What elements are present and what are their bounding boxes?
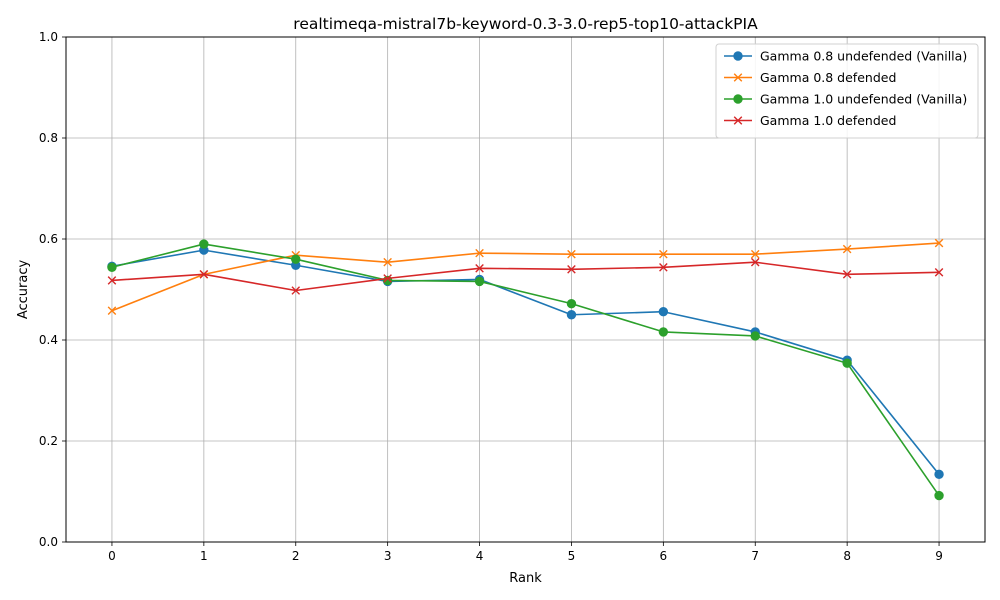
legend-label: Gamma 1.0 defended (760, 113, 896, 128)
data-point (934, 268, 944, 277)
data-point (658, 327, 669, 337)
data-point (383, 274, 392, 283)
y-tick-label: 0.2 (39, 434, 58, 448)
data-point (842, 270, 852, 279)
data-point (659, 262, 668, 272)
data-point (107, 262, 117, 272)
legend-label: Gamma 0.8 defended (760, 70, 896, 85)
series-4 (107, 257, 944, 295)
plot-frame (65, 36, 986, 543)
data-point (474, 276, 485, 287)
legend-box (715, 43, 979, 139)
x-tick-label: 0 (108, 549, 116, 563)
series-line (111, 242, 940, 312)
chart-title: realtimeqa-mistral7b-keyword-0.3-3.0-rep… (293, 15, 758, 33)
y-tick-label: 0.8 (39, 131, 58, 145)
data-point (383, 257, 392, 267)
data-point (566, 298, 577, 309)
legend: Gamma 0.8 undefended (Vanilla) Gamma 0.8 … (715, 43, 979, 139)
y-tick-label: 1.0 (39, 30, 58, 44)
x-tick-label: 4 (476, 549, 484, 563)
data-point (475, 263, 484, 273)
x-tick-label: 6 (660, 549, 668, 563)
series-line (111, 243, 940, 496)
data-point (750, 257, 760, 267)
data-point (659, 249, 668, 259)
x-tick-label: 7 (751, 549, 759, 563)
data-point (291, 286, 301, 295)
x-tick-label: 2 (292, 549, 300, 563)
data-point (291, 254, 301, 264)
data-point (107, 306, 117, 316)
ticks: 0 1 2 3 4 5 6 7 8 9 0.0 0.2 0.4 0.6 0.8 1.0 (39, 30, 943, 563)
data-point (934, 490, 944, 501)
x-tick-label: 3 (384, 549, 392, 563)
legend-label: Gamma 0.8 undefended (Vanilla) (760, 49, 967, 64)
x-axis-title: Rank (509, 571, 542, 586)
data-point (199, 239, 209, 249)
x-tick-label: 1 (200, 549, 208, 563)
legend-label: Gamma 1.0 undefended (Vanilla) (760, 92, 967, 107)
legend-marker (733, 73, 743, 82)
legend-item: Gamma 0.8 undefended (Vanilla) (724, 49, 967, 64)
legend-item: Gamma 1.0 undefended (Vanilla) (724, 92, 967, 107)
legend-marker (733, 116, 743, 125)
series-3 (107, 239, 944, 501)
x-tick-label: 5 (568, 549, 576, 563)
legend-marker (733, 51, 743, 61)
legend-marker (733, 94, 743, 104)
y-tick-label: 0.6 (39, 232, 58, 246)
series-line (111, 249, 940, 475)
data-point (475, 248, 484, 258)
data-point (567, 265, 576, 274)
x-tick-label: 8 (843, 549, 851, 563)
y-axis-title: Accuracy (16, 260, 31, 320)
data-point (658, 307, 669, 317)
data-point (750, 249, 760, 259)
data-point (566, 310, 577, 320)
data-point (107, 276, 117, 285)
data-point (934, 238, 944, 248)
legend-item: Gamma 1.0 defended (724, 113, 896, 128)
legend-item: Gamma 0.8 defended (724, 70, 896, 85)
data-point (842, 358, 852, 368)
data-point (199, 270, 209, 279)
series-layer (107, 238, 944, 501)
data-point (842, 244, 852, 254)
x-tick-label: 9 (935, 549, 943, 563)
series-line (111, 261, 940, 292)
y-tick-label: 0.0 (39, 535, 58, 549)
data-point (567, 249, 576, 259)
data-point (750, 331, 760, 341)
y-tick-label: 0.4 (39, 333, 58, 347)
data-point (934, 469, 944, 480)
